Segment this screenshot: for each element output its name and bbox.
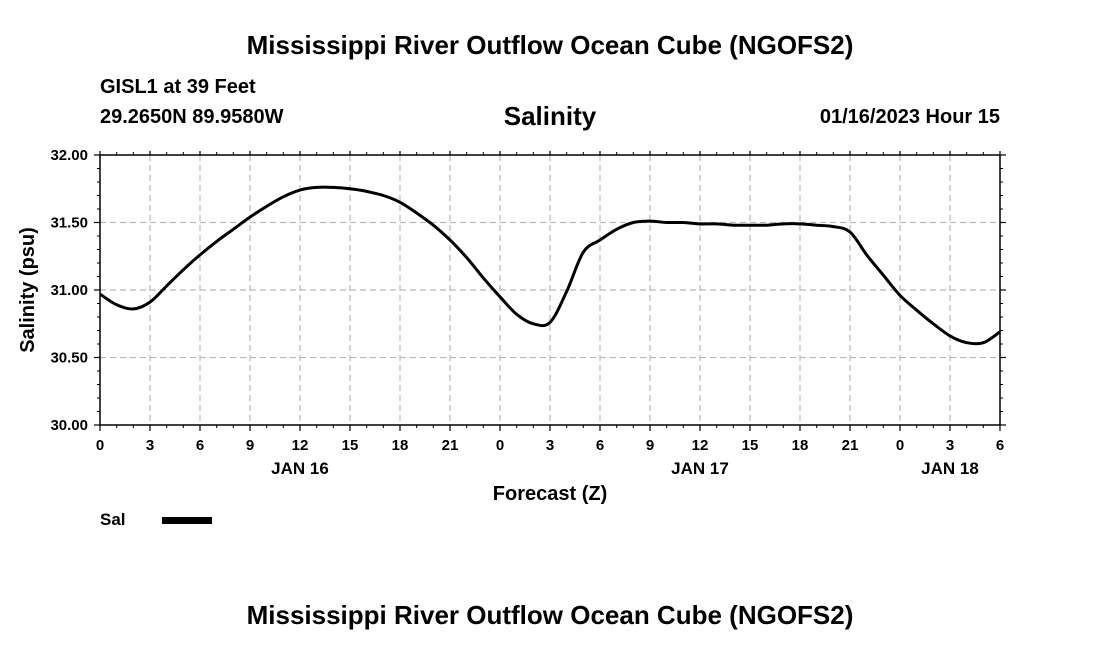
x-tick-labels: 0 3 6 9 12 15 18 21 0 3 6 9 12 15 18 21 0 3 6 bbox=[96, 437, 1004, 454]
x-tick-label: 0 bbox=[896, 437, 904, 454]
chart-grid bbox=[100, 155, 1000, 425]
x-tick-label: 6 bbox=[196, 437, 204, 454]
plot-frame bbox=[99, 154, 1001, 426]
station-label: GISL1 at 39 Feet bbox=[100, 76, 256, 98]
x-tick-label: 3 bbox=[146, 437, 154, 454]
x-tick-label: 21 bbox=[442, 437, 459, 454]
x-tick-label: 9 bbox=[246, 437, 254, 454]
date-label: JAN 18 bbox=[921, 459, 979, 478]
y-tick-label: 31.50 bbox=[50, 215, 88, 232]
x-tick-label: 6 bbox=[996, 437, 1004, 454]
y-tick-label: 31.00 bbox=[50, 282, 88, 299]
x-tick-label: 6 bbox=[596, 437, 604, 454]
station-coordinates: 29.2650N 89.9580W bbox=[100, 106, 284, 128]
variable-title: Salinity bbox=[503, 101, 597, 131]
y-axis-label: Salinity (psu) bbox=[17, 227, 39, 353]
x-tick-label: 12 bbox=[292, 437, 309, 454]
x-tick-label: 3 bbox=[546, 437, 554, 454]
y-tick-label: 30.50 bbox=[50, 350, 88, 367]
x-tick-label: 21 bbox=[842, 437, 859, 454]
x-tick-label: 15 bbox=[342, 437, 359, 454]
x-tick-label: 0 bbox=[496, 437, 504, 454]
x-tick-label: 0 bbox=[96, 437, 104, 454]
x-tick-label: 12 bbox=[692, 437, 709, 454]
chart-title-bottom: Mississippi River Outflow Ocean Cube (NG… bbox=[246, 600, 854, 630]
y-tick-labels: 30.00 30.50 31.00 31.50 32.00 bbox=[50, 147, 88, 434]
x-tick-label: 18 bbox=[392, 437, 409, 454]
chart-title-top: Mississippi River Outflow Ocean Cube (NG… bbox=[246, 30, 854, 60]
date-label: JAN 17 bbox=[671, 459, 729, 478]
y-tick-label: 30.00 bbox=[50, 417, 88, 434]
forecast-datetime: 01/16/2023 Hour 15 bbox=[819, 106, 1000, 128]
x-tick-label: 3 bbox=[946, 437, 954, 454]
legend-label: Sal bbox=[100, 510, 126, 529]
x-axis-label: Forecast (Z) bbox=[493, 483, 607, 505]
x-tick-label: 9 bbox=[646, 437, 654, 454]
legend-swatch bbox=[162, 517, 212, 524]
x-tick-label: 18 bbox=[792, 437, 809, 454]
y-tick-label: 32.00 bbox=[50, 147, 88, 164]
date-label: JAN 16 bbox=[271, 459, 329, 478]
series-line-sal bbox=[99, 185, 1001, 346]
x-tick-label: 15 bbox=[742, 437, 759, 454]
date-labels: JAN 16 JAN 17 JAN 18 bbox=[271, 459, 979, 478]
